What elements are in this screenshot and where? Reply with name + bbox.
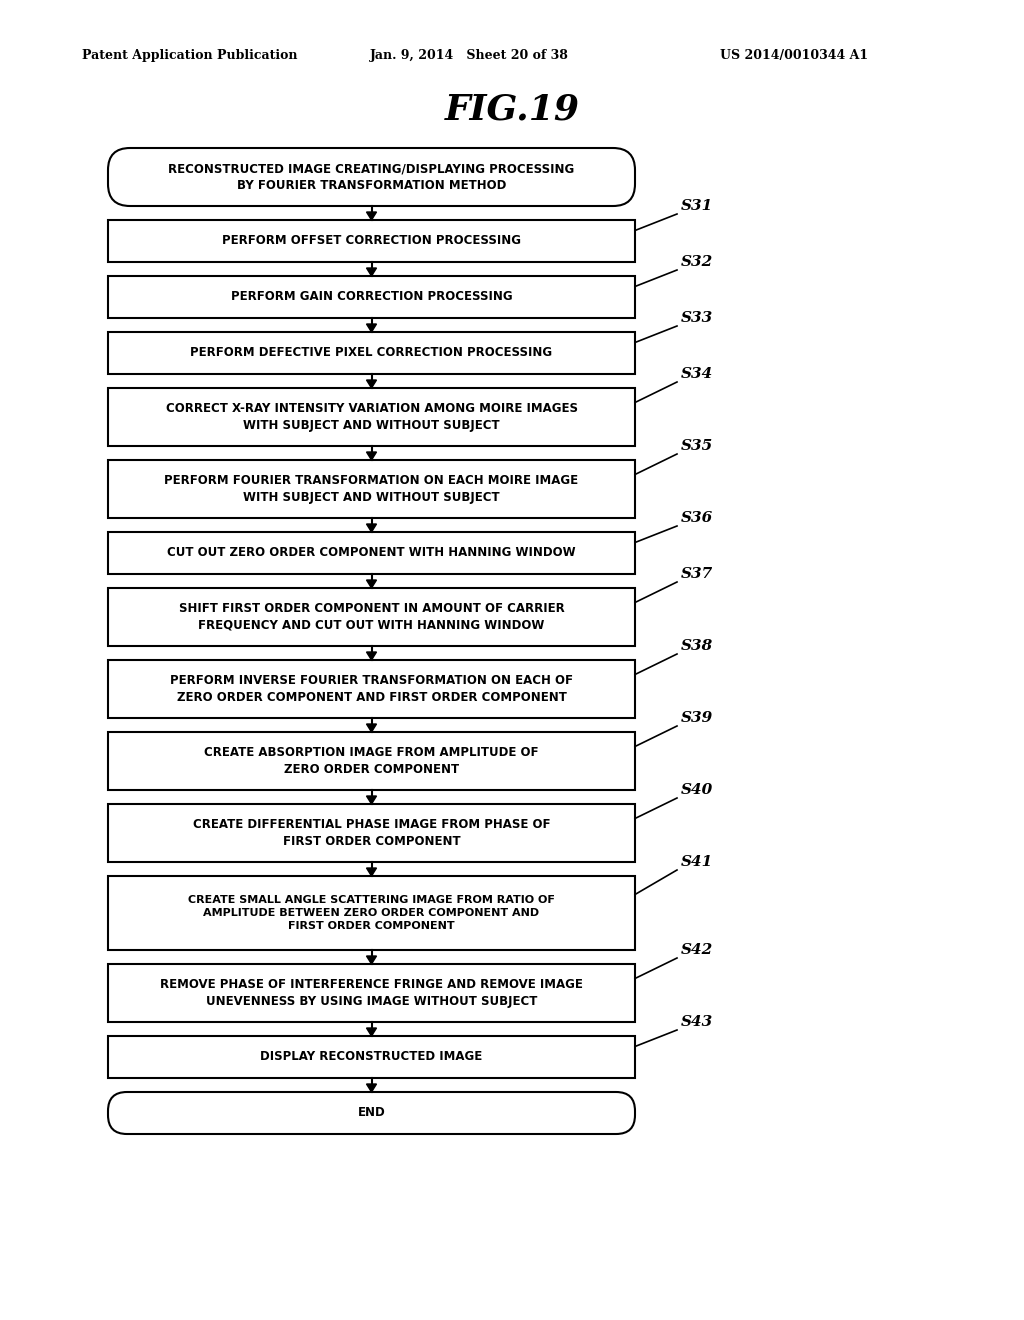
Bar <box>108 1036 635 1078</box>
Polygon shape <box>367 1084 377 1092</box>
Text: S37: S37 <box>681 568 714 581</box>
Bar <box>108 333 635 374</box>
Text: S35: S35 <box>681 440 714 453</box>
Bar <box>108 532 635 574</box>
Text: S31: S31 <box>681 199 714 213</box>
Polygon shape <box>367 323 377 333</box>
Bar <box>108 733 635 789</box>
Text: CUT OUT ZERO ORDER COMPONENT WITH HANNING WINDOW: CUT OUT ZERO ORDER COMPONENT WITH HANNIN… <box>167 546 575 560</box>
FancyBboxPatch shape <box>108 148 635 206</box>
Bar <box>108 876 635 950</box>
Polygon shape <box>367 213 377 220</box>
Text: PERFORM GAIN CORRECTION PROCESSING: PERFORM GAIN CORRECTION PROCESSING <box>230 290 512 304</box>
Text: CREATE DIFFERENTIAL PHASE IMAGE FROM PHASE OF
FIRST ORDER COMPONENT: CREATE DIFFERENTIAL PHASE IMAGE FROM PHA… <box>193 818 550 847</box>
Text: S33: S33 <box>681 312 714 325</box>
Polygon shape <box>367 579 377 587</box>
Bar <box>108 276 635 318</box>
Text: RECONSTRUCTED IMAGE CREATING/DISPLAYING PROCESSING
BY FOURIER TRANSFORMATION MET: RECONSTRUCTED IMAGE CREATING/DISPLAYING … <box>168 162 574 191</box>
Bar <box>108 388 635 446</box>
Bar <box>108 660 635 718</box>
Text: PERFORM DEFECTIVE PIXEL CORRECTION PROCESSING: PERFORM DEFECTIVE PIXEL CORRECTION PROCE… <box>190 346 553 359</box>
Bar <box>108 964 635 1022</box>
Text: S36: S36 <box>681 511 714 525</box>
Polygon shape <box>367 723 377 733</box>
Text: S38: S38 <box>681 639 714 653</box>
Polygon shape <box>367 524 377 532</box>
Text: US 2014/0010344 A1: US 2014/0010344 A1 <box>720 49 868 62</box>
Polygon shape <box>367 796 377 804</box>
Bar <box>108 220 635 261</box>
Text: PERFORM INVERSE FOURIER TRANSFORMATION ON EACH OF
ZERO ORDER COMPONENT AND FIRST: PERFORM INVERSE FOURIER TRANSFORMATION O… <box>170 675 573 704</box>
Bar <box>108 804 635 862</box>
Text: END: END <box>357 1106 385 1119</box>
Text: DISPLAY RECONSTRUCTED IMAGE: DISPLAY RECONSTRUCTED IMAGE <box>260 1051 482 1064</box>
Text: S39: S39 <box>681 711 714 725</box>
Text: PERFORM FOURIER TRANSFORMATION ON EACH MOIRE IMAGE
WITH SUBJECT AND WITHOUT SUBJ: PERFORM FOURIER TRANSFORMATION ON EACH M… <box>165 474 579 504</box>
Text: FIG.19: FIG.19 <box>444 92 580 127</box>
Text: Patent Application Publication: Patent Application Publication <box>82 49 298 62</box>
Polygon shape <box>367 956 377 964</box>
Polygon shape <box>367 652 377 660</box>
Polygon shape <box>367 869 377 876</box>
Bar <box>108 587 635 645</box>
Text: PERFORM OFFSET CORRECTION PROCESSING: PERFORM OFFSET CORRECTION PROCESSING <box>222 235 521 248</box>
Polygon shape <box>367 451 377 459</box>
Text: S40: S40 <box>681 783 714 797</box>
Polygon shape <box>367 268 377 276</box>
Text: REMOVE PHASE OF INTERFERENCE FRINGE AND REMOVE IMAGE
UNEVENNESS BY USING IMAGE W: REMOVE PHASE OF INTERFERENCE FRINGE AND … <box>160 978 583 1007</box>
Text: Jan. 9, 2014   Sheet 20 of 38: Jan. 9, 2014 Sheet 20 of 38 <box>370 49 569 62</box>
Text: CORRECT X-RAY INTENSITY VARIATION AMONG MOIRE IMAGES
WITH SUBJECT AND WITHOUT SU: CORRECT X-RAY INTENSITY VARIATION AMONG … <box>166 403 578 432</box>
Text: S43: S43 <box>681 1015 714 1030</box>
FancyBboxPatch shape <box>108 1092 635 1134</box>
Text: S32: S32 <box>681 255 714 269</box>
Polygon shape <box>367 1028 377 1036</box>
Text: SHIFT FIRST ORDER COMPONENT IN AMOUNT OF CARRIER
FREQUENCY AND CUT OUT WITH HANN: SHIFT FIRST ORDER COMPONENT IN AMOUNT OF… <box>178 602 564 632</box>
Text: S42: S42 <box>681 942 714 957</box>
Text: CREATE ABSORPTION IMAGE FROM AMPLITUDE OF
ZERO ORDER COMPONENT: CREATE ABSORPTION IMAGE FROM AMPLITUDE O… <box>204 746 539 776</box>
Text: S41: S41 <box>681 855 714 869</box>
Text: CREATE SMALL ANGLE SCATTERING IMAGE FROM RATIO OF
AMPLITUDE BETWEEN ZERO ORDER C: CREATE SMALL ANGLE SCATTERING IMAGE FROM… <box>188 895 555 931</box>
Text: S34: S34 <box>681 367 714 381</box>
Bar <box>108 459 635 517</box>
Polygon shape <box>367 380 377 388</box>
